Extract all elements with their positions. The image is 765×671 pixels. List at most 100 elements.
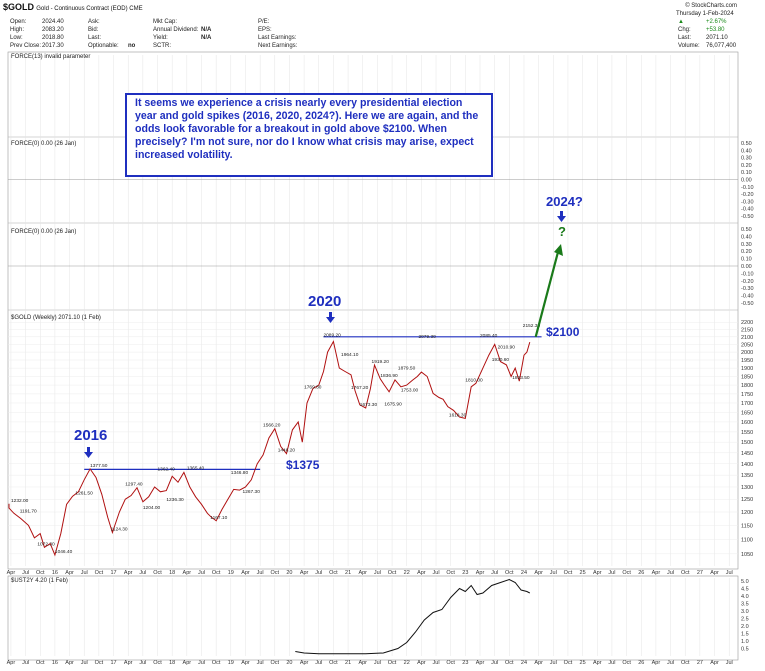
resistance-levels xyxy=(84,336,542,471)
stats-left: Open: 2024.40 High: 2083.20 Low: 2018.80 Pr… xyxy=(10,18,64,50)
up-arrow-icon: ▲ xyxy=(678,19,684,25)
x-tick-label: Apr xyxy=(593,660,602,666)
symbol: $GOLD xyxy=(3,2,35,12)
x-tick-label: Oct xyxy=(329,660,338,666)
x-tick-label: Jul xyxy=(315,660,322,666)
x-tick-label: Jul xyxy=(198,660,205,666)
x-tick-label: Jul xyxy=(81,570,88,576)
x-tick-label: 16 xyxy=(52,660,58,666)
price-label: 1767.20 xyxy=(351,385,369,391)
price-label: 1346.80 xyxy=(231,470,249,476)
y-tick-label: 1300 xyxy=(741,485,753,491)
y-tick-label: 2200 xyxy=(741,320,753,326)
x-tick-label: 19 xyxy=(228,570,234,576)
y-tick-label: 0.5 xyxy=(741,647,749,653)
x-tick-label: Apr xyxy=(652,570,661,576)
y-tick-label: 4.0 xyxy=(741,594,749,600)
x-tick-label: Jul xyxy=(257,660,264,666)
y-tick-label: -0.20 xyxy=(741,192,754,198)
label-2024: 2024? xyxy=(546,194,583,209)
y-tick-label: -0.10 xyxy=(741,271,754,277)
stat-row: Mkt Cap: xyxy=(153,19,178,25)
x-tick-label: Apr xyxy=(593,570,602,576)
x-tick-label: Jul xyxy=(198,570,205,576)
stat-row: Chg: +53.80 xyxy=(678,27,725,33)
x-tick-label: Jul xyxy=(608,660,615,666)
y-tick-label: 1450 xyxy=(741,451,753,457)
label-2016: 2016 xyxy=(74,427,108,444)
ust-panel-frame xyxy=(7,575,739,661)
price-label: 1673.30 xyxy=(360,402,378,408)
y-tick-label: 2100 xyxy=(741,335,753,341)
y-tick-label: 1550 xyxy=(741,430,753,436)
stat-row: Low: 2018.80 xyxy=(10,35,64,41)
panel-title-gold: $GOLD (Weekly) 2071.10 (1 Feb) xyxy=(11,315,101,321)
x-tick-label: Oct xyxy=(622,570,631,576)
gold-price-axis: 1050 1100 1150 1200 1250 1300 1350 1400 1450 1500… xyxy=(741,320,753,558)
x-tick-label: Oct xyxy=(388,660,397,666)
x-tick-label: Apr xyxy=(476,570,485,576)
x-tick-label: 17 xyxy=(110,660,116,666)
x-tick-label: Oct xyxy=(153,660,162,666)
x-tick-label: 22 xyxy=(404,570,410,576)
x-tick-label: Oct xyxy=(36,660,45,666)
price-label: 1675.90 xyxy=(384,402,402,408)
stat-row: P/E: xyxy=(258,19,270,25)
stat-row: Last: xyxy=(88,35,102,41)
watermark: © StockCharts.com xyxy=(685,3,737,9)
y-tick-label: 0.00 xyxy=(741,264,752,270)
x-tick-label: Oct xyxy=(564,570,573,576)
price-label: 2085.40 xyxy=(480,333,498,339)
y-tick-label: -0.10 xyxy=(741,185,754,191)
x-tick-label: Oct xyxy=(271,570,280,576)
price-label: 1365.40 xyxy=(187,466,205,472)
x-tick-label: Apr xyxy=(300,570,309,576)
stat-row: Annual Dividend: N/A xyxy=(153,27,212,33)
x-tick-label: Apr xyxy=(7,660,16,666)
price-label: 1072.30 xyxy=(37,541,55,547)
x-tick-label: Apr xyxy=(534,570,543,576)
y-tick-label: 0.40 xyxy=(741,148,752,154)
price-label: 1191.70 xyxy=(20,508,37,514)
x-tick-label: Oct xyxy=(212,570,221,576)
panel-title-force-a: FORCE(0) 0.00 (26 Jan) xyxy=(11,141,77,147)
x-tick-label: Jul xyxy=(22,660,29,666)
x-axis-gold: Apr Jul Oct 16 Apr Jul Oct 17 Apr Jul Oct 18 Apr Jul O… xyxy=(7,570,733,576)
ust-axis: 0.5 1.01.5 2.02.5 3.03.5 4.04.5 5.0 xyxy=(741,579,749,653)
price-label: 1267.30 xyxy=(243,489,261,495)
price-label: 1964.10 xyxy=(341,352,359,358)
y-tick-label: -0.40 xyxy=(741,207,754,213)
y-tick-label: 2000 xyxy=(741,350,753,356)
price-label: 1046.40 xyxy=(55,549,73,555)
price-label: 1930.60 xyxy=(492,357,510,363)
change-pct: +2.67% xyxy=(706,19,727,25)
x-tick-label: 17 xyxy=(110,570,116,576)
grid xyxy=(8,55,738,656)
x-tick-label: Apr xyxy=(417,570,426,576)
y-tick-label: 1150 xyxy=(741,523,753,529)
x-tick-label: Apr xyxy=(183,660,192,666)
stats-mid2: Mkt Cap: Annual Dividend: N/A Yield: N/A S… xyxy=(153,18,211,50)
stat-row: Optionable: no xyxy=(88,43,136,49)
x-tick-label: Jul xyxy=(374,570,381,576)
y-tick-label: 1200 xyxy=(741,510,753,516)
price-label: 1836.90 xyxy=(380,373,398,379)
x-tick-label: Jul xyxy=(608,570,615,576)
x-tick-label: Jul xyxy=(81,660,88,666)
x-tick-label: Apr xyxy=(124,660,133,666)
y-tick-label: 2.0 xyxy=(741,624,749,630)
x-tick-label: 20 xyxy=(286,570,292,576)
x-tick-label: 25 xyxy=(580,660,586,666)
stat-row: High: 2083.20 xyxy=(10,27,64,33)
y-tick-label: 2150 xyxy=(741,327,753,333)
x-tick-label: Apr xyxy=(65,570,74,576)
y-tick-label: -0.30 xyxy=(741,199,754,205)
x-tick-label: 19 xyxy=(228,660,234,666)
stats-right: ▲ +2.67% Chg: +53.80 Last: 2071.10 Volume: 7… xyxy=(678,18,736,50)
y-tick-label: -0.50 xyxy=(741,301,754,307)
y-tick-label: -0.30 xyxy=(741,286,754,292)
panel-title-force13: FORCE(13) invalid parameter xyxy=(11,54,91,60)
x-tick-label: 25 xyxy=(580,570,586,576)
